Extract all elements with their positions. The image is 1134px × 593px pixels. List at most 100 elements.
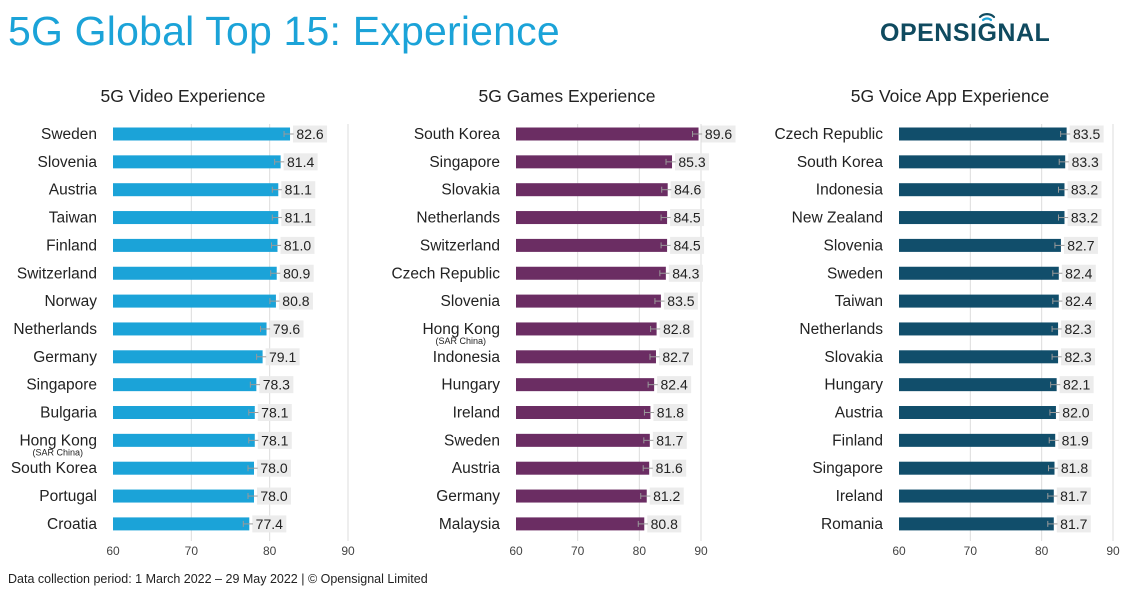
value-label-bg [252,515,287,533]
category-label: Germany [33,349,97,366]
bar [516,211,668,225]
bar [516,127,699,141]
data-label: 81.7 [1060,488,1087,504]
value-label-bg [283,153,318,171]
value-label-bg [1068,153,1103,171]
data-label: 89.6 [705,126,732,142]
data-label: 81.4 [287,154,314,170]
category-label: Finland [46,237,97,254]
data-label: 84.3 [672,265,699,281]
bar [516,378,655,392]
category-label: Indonesia [433,349,501,366]
bar [113,155,281,169]
tick-label: 70 [571,544,585,558]
value-label-bg [670,236,705,254]
value-label-bg [657,376,692,394]
chart-1: 5G Video Experience 82.6 Sweden 81.4 Sloveni… [11,86,355,558]
category-label: Malaysia [439,516,501,533]
value-label-bg [1061,320,1096,338]
bar [899,211,1065,225]
data-label: 81.6 [656,460,683,476]
value-label-bg [1067,209,1102,227]
data-label: 83.5 [1073,126,1100,142]
tick-label: 90 [1106,544,1120,558]
category-label: Slovakia [824,349,883,366]
bar [899,489,1054,503]
data-label: 85.3 [678,154,705,170]
data-label: 84.6 [674,182,701,198]
value-label-bg [652,431,687,449]
bar [113,294,276,308]
data-label: 84.5 [673,210,700,226]
category-label: Hungary [824,377,883,394]
value-label-bg [658,348,693,366]
value-label-bg [663,292,698,310]
data-label: 82.4 [1065,293,1092,309]
category-label: Netherlands [13,321,97,338]
bar [113,238,278,252]
value-label-bg [652,459,687,477]
bar [899,433,1056,447]
value-label-bg [1063,236,1098,254]
bar [899,517,1054,531]
bar [516,294,661,308]
data-label: 83.5 [667,293,694,309]
data-label: 80.8 [651,516,678,532]
tick-label: 80 [633,544,647,558]
tick-label: 60 [106,544,120,558]
category-label: Czech Republic [391,265,500,282]
bar [516,266,666,280]
data-label: 81.7 [656,432,683,448]
bar [899,378,1057,392]
bar [899,183,1065,197]
category-label: Indonesia [816,182,884,199]
bar [113,489,254,503]
data-label: 78.3 [263,377,290,393]
bar [113,127,291,141]
category-label: Hungary [441,377,500,394]
bar [516,433,650,447]
value-label-bg [257,459,291,477]
bar [899,266,1059,280]
tick-label: 70 [964,544,978,558]
tick-label: 80 [263,544,277,558]
data-label: 81.0 [284,237,311,253]
value-label-bg [670,209,705,227]
data-label: 83.2 [1071,210,1098,226]
bar [113,322,267,336]
value-label-bg [1061,292,1096,310]
value-label-bg [1069,125,1104,143]
value-label-bg [1058,404,1093,421]
category-sublabel: (SAR China) [435,336,486,346]
bar [899,406,1056,419]
tick-label: 90 [341,544,355,558]
bar [113,266,277,280]
value-label-bg [1056,515,1091,533]
data-label: 82.8 [663,321,690,337]
data-label: 81.1 [285,182,312,198]
category-label: Austria [49,182,98,199]
value-label-bg [257,404,292,421]
category-sublabel: (SAR China) [32,447,83,457]
bar [516,350,656,364]
category-label: Slovenia [441,293,501,310]
value-label-bg [281,181,316,199]
bar [516,183,668,197]
category-label: Hong Kong [19,432,97,449]
value-label-bg [1057,459,1092,477]
data-label: 78.0 [260,488,287,504]
value-label-bg [281,209,316,227]
category-label: Netherlands [416,210,500,227]
value-label-bg [649,487,684,505]
tick-label: 90 [694,544,708,558]
value-label-bg [659,320,694,338]
value-label-bg [257,431,292,449]
bar [113,461,254,475]
data-label: 82.0 [1062,405,1089,421]
category-label: Hong Kong [422,321,500,338]
opensignal-logo: OPENSIGNAL [880,13,1050,47]
category-label: South Korea [797,154,884,171]
category-label: Singapore [429,154,500,171]
category-label: Sweden [827,265,883,282]
